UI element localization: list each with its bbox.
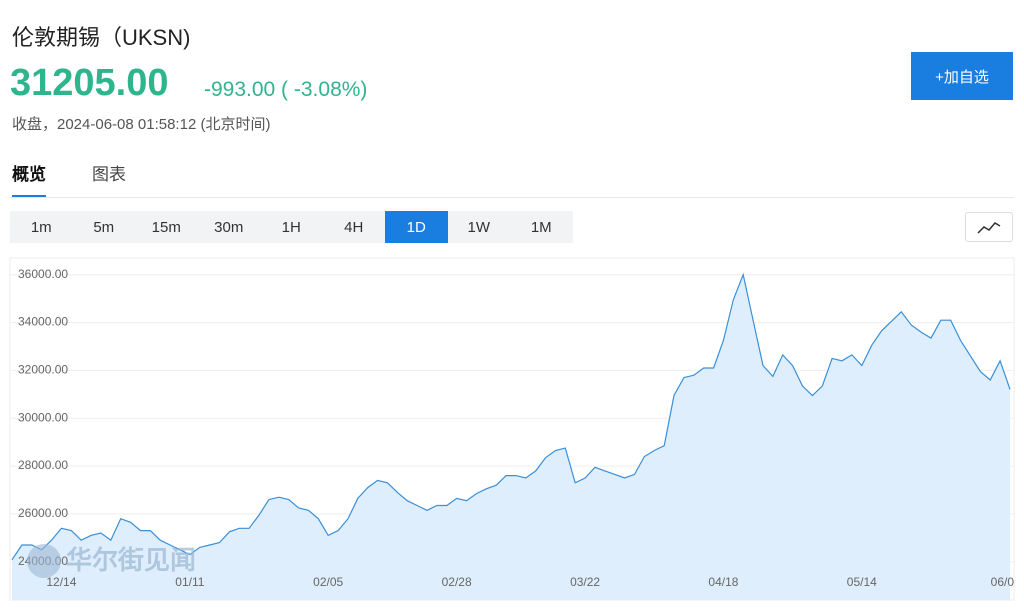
- interval-button[interactable]: 15m: [151, 218, 181, 236]
- x-tick-label: 02/05: [313, 575, 343, 589]
- watermark: 华尔街见闻: [66, 545, 196, 575]
- interval-button[interactable]: 1H: [281, 218, 301, 236]
- icon: [977, 222, 1001, 234]
- y-tick-label: 26000.00: [18, 506, 68, 520]
- x-tick-label: 12/14: [46, 575, 76, 589]
- interval-button[interactable]: 30m: [214, 218, 244, 236]
- status: 收盘，2024-06-08 01:58:12 (北京时间): [12, 116, 271, 133]
- y-tick-label: 34000.00: [18, 315, 68, 329]
- price: 31205.00: [10, 62, 169, 104]
- add-watchlist-button[interactable]: +加自选: [911, 52, 1013, 100]
- y-tick-label: 28000.00: [18, 458, 68, 472]
- x-tick-label: 05/14: [847, 575, 877, 589]
- y-tick-label: 30000.00: [18, 410, 68, 424]
- change: -993.00 ( -3.08%): [204, 78, 368, 101]
- interval-button[interactable]: 5m: [93, 218, 115, 236]
- interval-button[interactable]: 1m: [30, 218, 52, 236]
- x-tick-label: 03/22: [570, 575, 600, 589]
- tab[interactable]: 图表: [92, 165, 126, 184]
- y-tick-label: 32000.00: [18, 363, 68, 377]
- title: 伦敦期锡（UKSN): [12, 25, 191, 50]
- watermark-logo: [27, 544, 61, 578]
- tabs: 概览 图表: [12, 160, 126, 198]
- interval-button[interactable]: 1W: [467, 218, 491, 236]
- x-tick-label: 02/28: [442, 575, 472, 589]
- interval-button[interactable]: 1D: [385, 211, 448, 243]
- tab[interactable]: 概览: [12, 160, 46, 198]
- interval-button[interactable]: 4H: [344, 218, 364, 236]
- x-tick-label: 01/11: [175, 575, 204, 589]
- y-tick-label: 36000.00: [18, 267, 68, 281]
- interval-bar: 1m 5m 15m 30m 1H 4H 1D 1W 1M: [10, 211, 573, 243]
- x-tick-label: 04/18: [708, 575, 738, 589]
- divider: [10, 197, 1014, 198]
- interval-button[interactable]: 1M: [530, 218, 552, 236]
- line: [11, 272, 1011, 561]
- chart-type-button[interactable]: [965, 212, 1013, 242]
- x-tick-label: 06/0: [991, 575, 1015, 589]
